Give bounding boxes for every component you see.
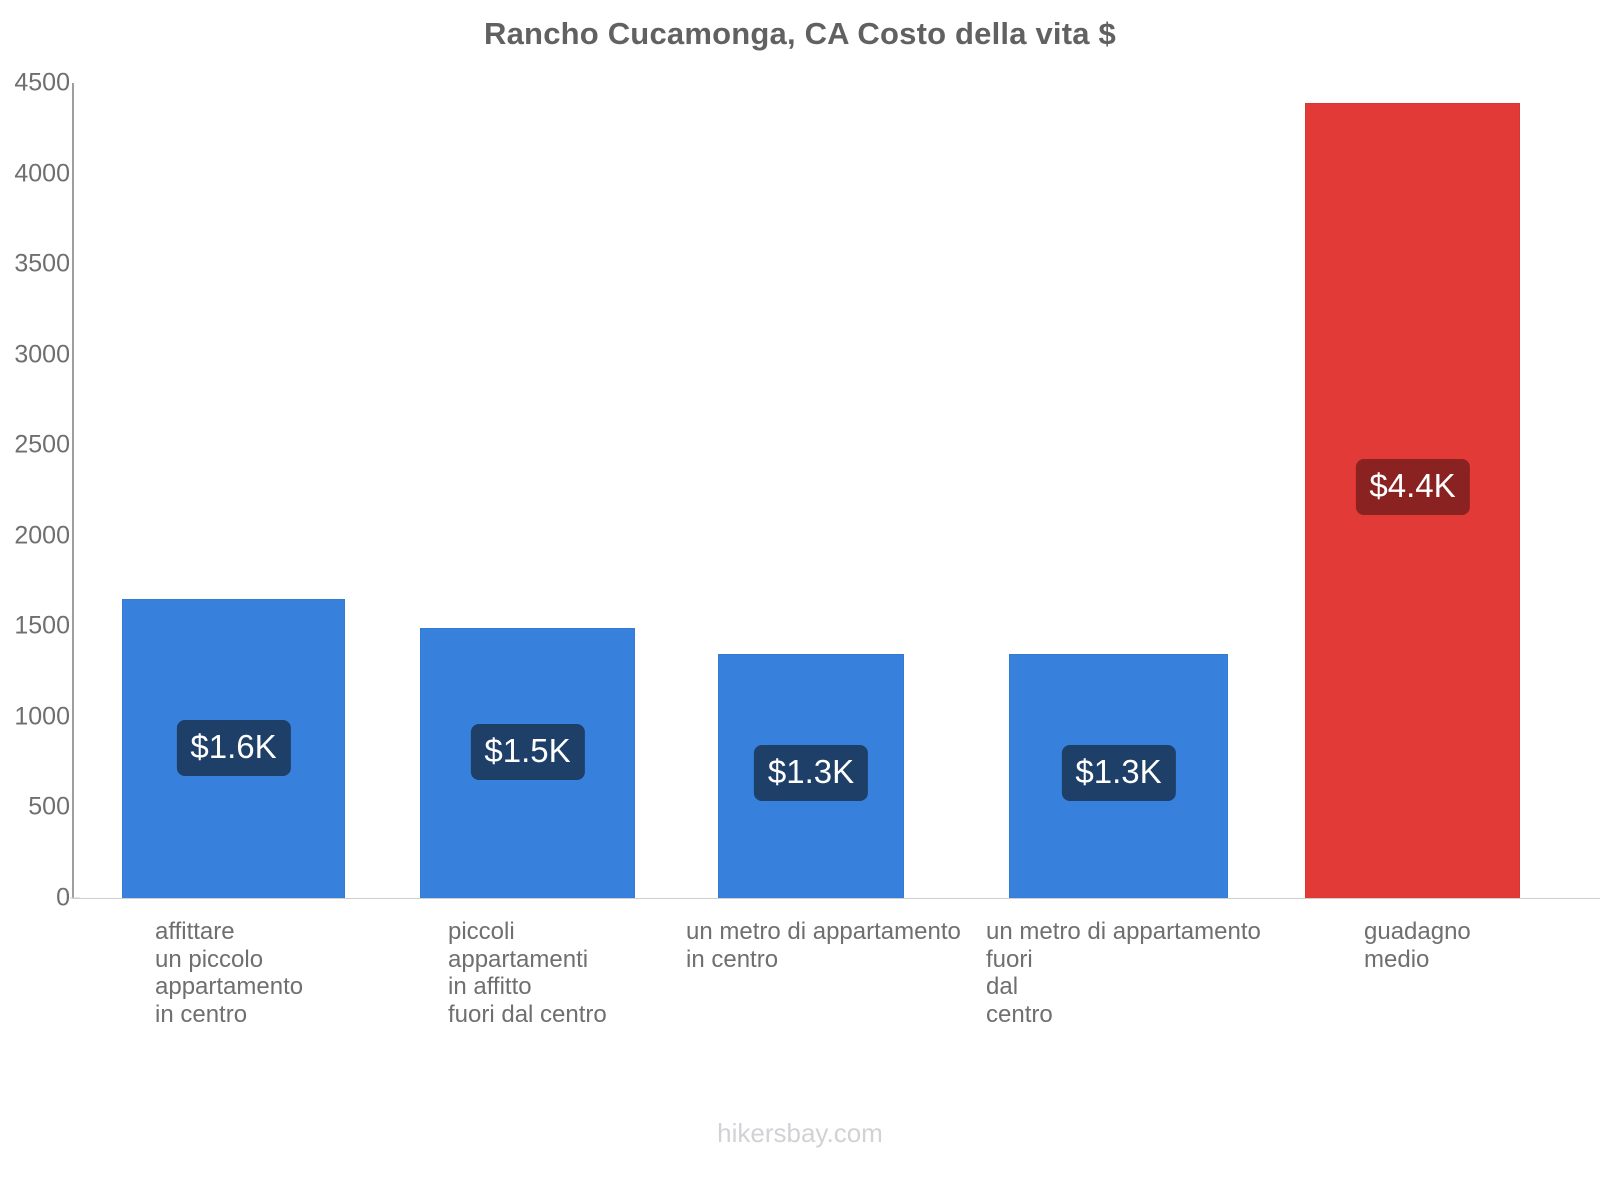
category-label-5: guadagno medio bbox=[1364, 918, 1471, 973]
y-axis-tick-labels: 4500 4000 3500 3000 2500 2000 1500 1000 500 0 bbox=[0, 0, 80, 1200]
category-label-3: un metro di appartamento in centro bbox=[686, 918, 961, 973]
bar-5[interactable]: $4.4K bbox=[1305, 102, 1520, 898]
bar-value-label-2: $1.5K bbox=[470, 724, 585, 781]
y-axis-tick-4500: 4500 bbox=[14, 68, 70, 97]
y-axis-line bbox=[72, 83, 74, 899]
x-axis-category-labels: affittare un piccolo appartamento in cen… bbox=[0, 918, 1600, 1058]
y-axis-tick-2500: 2500 bbox=[14, 430, 70, 459]
bar-2[interactable]: $1.5K bbox=[420, 628, 635, 898]
y-axis-tick-dash-0 bbox=[70, 897, 80, 899]
bar-1[interactable]: $1.6K bbox=[122, 599, 345, 898]
category-label-1: affittare un piccolo appartamento in cen… bbox=[155, 918, 304, 1028]
chart-title: Rancho Cucamonga, CA Costo della vita $ bbox=[484, 16, 1116, 51]
y-axis-tick-4000: 4000 bbox=[14, 159, 70, 188]
y-axis-tick-500: 500 bbox=[28, 792, 70, 821]
bar-value-label-4: $1.3K bbox=[1061, 745, 1176, 802]
y-axis-tick-3500: 3500 bbox=[14, 249, 70, 278]
x-axis-baseline bbox=[72, 898, 1600, 899]
y-axis-tick-1500: 1500 bbox=[14, 611, 70, 640]
bar-value-label-5: $4.4K bbox=[1355, 458, 1470, 515]
y-axis-tick-3000: 3000 bbox=[14, 340, 70, 369]
bar-3[interactable]: $1.3K bbox=[718, 654, 904, 898]
y-axis-tick-0: 0 bbox=[56, 883, 70, 912]
y-axis-tick-2000: 2000 bbox=[14, 521, 70, 550]
y-axis-tick-1000: 1000 bbox=[14, 702, 70, 731]
bar-value-label-1: $1.6K bbox=[176, 720, 291, 777]
bar-4[interactable]: $1.3K bbox=[1009, 654, 1228, 898]
category-label-4: un metro di appartamento fuori dal centr… bbox=[986, 918, 1261, 1028]
watermark-hikersbay: hikersbay.com bbox=[717, 1118, 883, 1148]
category-label-2: piccoli appartamenti in affitto fuori da… bbox=[448, 918, 607, 1028]
bar-value-label-3: $1.3K bbox=[753, 745, 869, 802]
